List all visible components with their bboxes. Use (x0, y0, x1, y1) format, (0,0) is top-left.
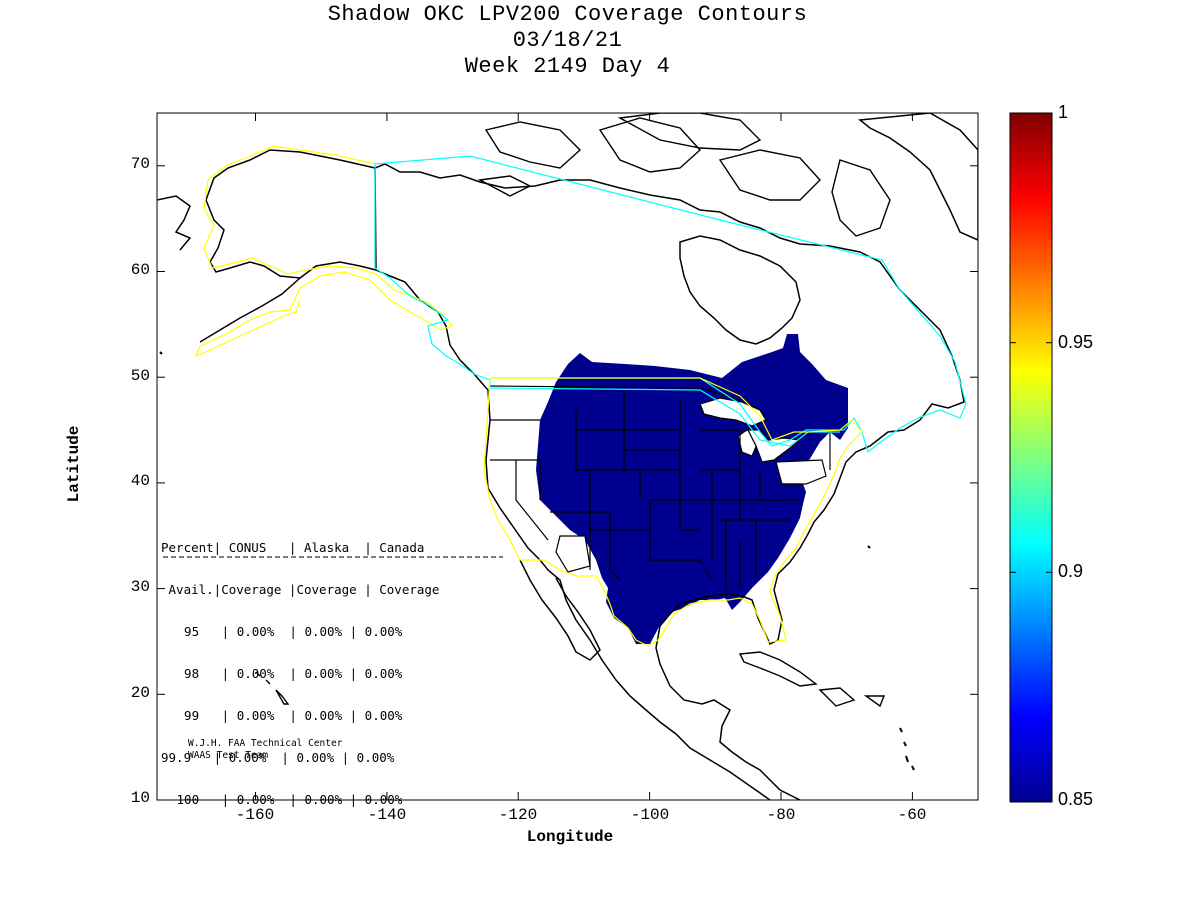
stats-row: 98 | 0.00% | 0.00% | 0.00% (169, 666, 403, 681)
colorbar-tick-label: 0.95 (1058, 332, 1094, 352)
credit-line2: WAAS Test Team (188, 750, 269, 761)
y-tick-label: 20 (130, 684, 150, 702)
coastline-baja (519, 559, 601, 661)
stats-row: 95 | 0.00% | 0.00% | 0.00% (169, 624, 403, 639)
stats-row: 99 | 0.00% | 0.00% | 0.00% (169, 708, 403, 723)
coverage-area (536, 334, 848, 644)
credit-line1: W.J.H. FAA Technical Center (188, 738, 343, 749)
colorbar-tick-label: 1 (1058, 102, 1069, 122)
caribbean-islands (159, 351, 915, 771)
coverage-gap-newyork (775, 459, 827, 485)
map-layer (157, 113, 978, 800)
colorbar (1009, 112, 1053, 803)
x-tick-label: -80 (766, 806, 796, 824)
stats-row: 100 | 0.00% | 0.00% | 0.00% (169, 792, 403, 807)
alaska-region-boundary (374, 164, 491, 388)
x-tick-label: -100 (630, 806, 670, 824)
coastline-hudson-bay (679, 235, 801, 345)
axis-ticks (157, 113, 978, 800)
y-tick-label: 50 (130, 367, 150, 385)
x-tick-label: -140 (367, 806, 407, 824)
x-tick-label: -160 (235, 806, 275, 824)
coastline-greenland (858, 113, 978, 241)
chart-title-line1: Shadow OKC LPV200 Coverage Contours (327, 2, 808, 27)
y-tick-label: 30 (130, 578, 150, 596)
state-borders (489, 385, 831, 590)
colorbar-tick-label: 0.9 (1058, 561, 1084, 581)
y-tick-label: 40 (130, 472, 150, 490)
coverage-stats-table: Percent| CONUS | Alaska | Canada Avail.|… (161, 516, 439, 831)
great-lakes (699, 397, 802, 463)
hawaii (255, 671, 290, 705)
x-tick-label: -60 (897, 806, 927, 824)
coastline-cuba (738, 651, 886, 708)
coverage-gap-nevada (555, 535, 591, 573)
chart-title-line2: 03/18/21 (512, 28, 623, 53)
stats-header-row2: Avail.|Coverage |Coverage | Coverage (161, 582, 440, 597)
alaska-service-boundary (194, 145, 454, 358)
colorbar-tick-label: 0.85 (1058, 789, 1094, 809)
arctic-islands (477, 113, 891, 237)
canada-region-boundary (374, 155, 967, 454)
y-tick-label: 10 (130, 789, 150, 807)
coastline-north-america (374, 163, 965, 800)
y-tick-label: 70 (130, 155, 150, 173)
stats-header-row1: Percent| CONUS | Alaska | Canada (161, 540, 425, 555)
x-tick-label: -120 (498, 806, 538, 824)
y-tick-label: 60 (130, 261, 150, 279)
coastline-west (374, 167, 771, 800)
y-axis-label: Latitude (65, 425, 83, 503)
x-axis-label: Longitude (526, 828, 614, 846)
plot-frame (156, 112, 979, 801)
coastline-chukotka (157, 195, 192, 251)
coastline-alaska (205, 149, 377, 279)
chart-title-line3: Week 2149 Day 4 (464, 54, 671, 79)
coastline-alaska-peninsula (199, 277, 301, 343)
colorbar-ticks (1010, 342, 1052, 573)
stats-row: 99.9 | 0.00% | 0.00% | 0.00% (161, 750, 395, 765)
conus-service-boundary (483, 377, 863, 647)
